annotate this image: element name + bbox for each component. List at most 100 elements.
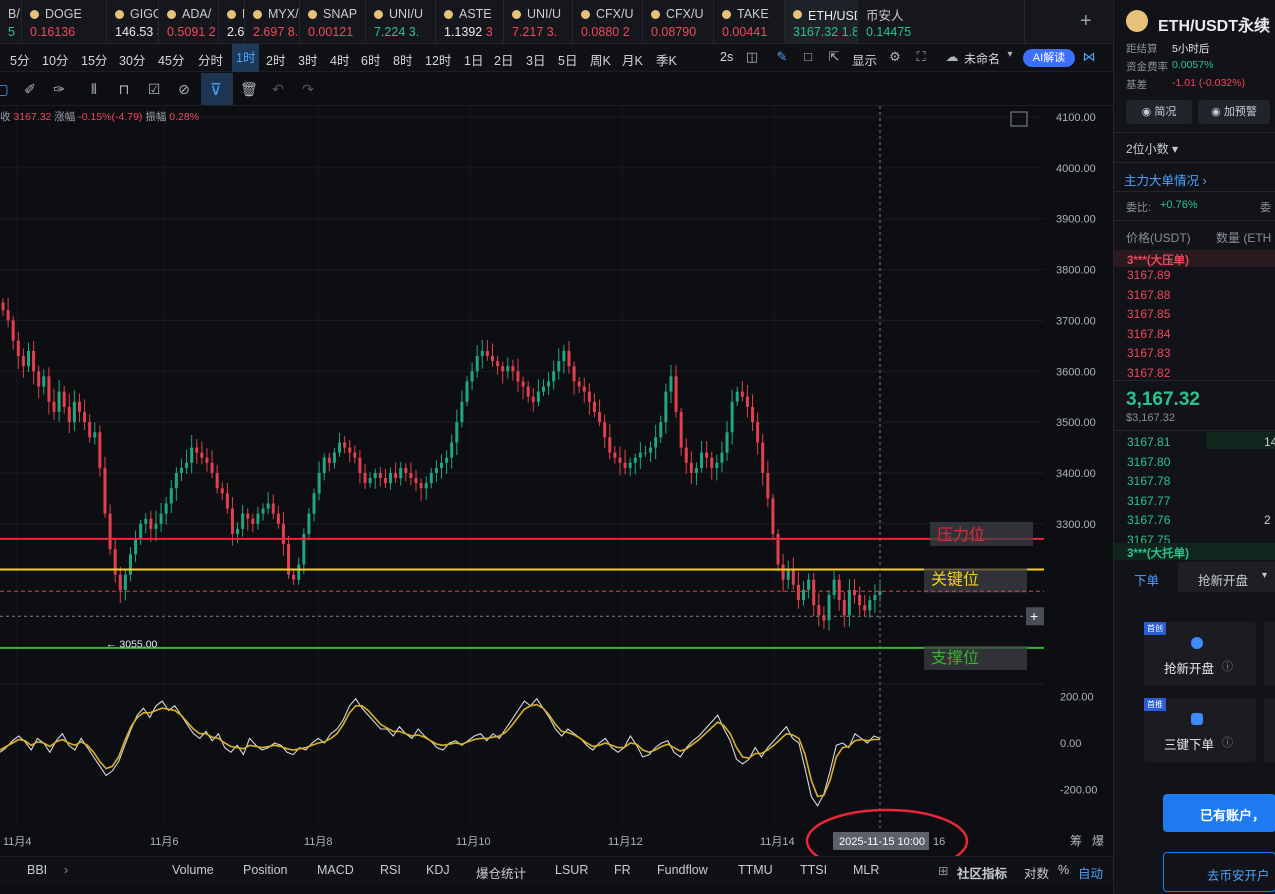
filter-button[interactable]: ⊽ [201,73,233,105]
candle-tool-icon[interactable]: ⫴ [91,81,97,97]
symbol-tab[interactable]: CFX/U 0.08790 [643,0,714,43]
symbol-tab[interactable]: ASTE 1.1392 3 [436,0,504,43]
indicator-tab-8[interactable]: FR [614,863,631,877]
indicator-tab-1[interactable]: Volume [172,863,214,877]
symbol-tab[interactable]: ADA/0.5091 2 [159,0,219,43]
big-orders-link[interactable]: 主力大单情况 › [1124,174,1207,188]
timeframe-14[interactable]: 2日 [494,54,514,68]
ask-price[interactable]: 3167.89 [1127,268,1171,282]
symbol-tab[interactable]: B/ 5 [0,0,22,43]
indicator-tab-12[interactable]: MLR [853,863,880,877]
symbol-tab[interactable]: ETH/USDT永续 3167.32 1.81% [785,0,858,43]
bid-price[interactable]: 3167.77 [1127,493,1171,508]
log-toggle[interactable]: 对数 [1024,867,1050,881]
timeframe-19[interactable]: 季K [656,54,677,68]
layout-name[interactable]: 未命名 [964,52,1001,66]
camera-icon[interactable]: ◫ [745,49,759,64]
timeframe-8[interactable]: 3时 [298,54,318,68]
crosshair-add-button[interactable] [1026,607,1044,626]
card-new-listing[interactable]: 首创 抢新开盘 ⓘ [1144,622,1256,686]
timeframe-9[interactable]: 4时 [330,54,350,68]
symbol-tab[interactable]: UNI/U 7.224 3. [366,0,436,43]
share-icon[interactable]: ⋈ [1082,49,1096,64]
auto-toggle[interactable]: 自动 [1078,867,1104,881]
timeframe-12[interactable]: 12时 [425,54,452,68]
timeframe-1[interactable]: 10分 [42,54,69,68]
symbol-tab[interactable]: TAKE 0.00441 [714,0,785,43]
bid-price[interactable]: 3167.76 [1127,513,1171,527]
indicator-tab-4[interactable]: RSI [380,863,401,877]
tab-order[interactable]: 下单 [1114,562,1178,592]
timeframe-3[interactable]: 30分 [119,54,146,68]
fullscreen-icon[interactable]: ⛶ [916,49,926,64]
indicator-tab-10[interactable]: TTMU [738,863,773,877]
symbol-tab[interactable]: MYX/U 2.68997 [219,0,245,43]
add-tab-icon[interactable]: + [1080,10,1092,32]
ask-price[interactable]: 3167.82 [1127,365,1171,380]
timeframe-10[interactable]: 6时 [361,54,381,68]
liq-toggle[interactable]: 爆 [1092,834,1104,848]
decimals-select[interactable]: 2位小数 ▾ [1126,142,1179,156]
undo-icon[interactable]: ↶ [272,81,284,97]
pen-icon[interactable]: ✎ [776,49,788,64]
symbol-tab[interactable]: UNI/U 7.217 3. [504,0,573,43]
timeframe-15[interactable]: 3日 [526,54,546,68]
price-chart[interactable]: 压力位3270.38关键位3210.17支撑位3055.953167.32+31… [0,106,1113,856]
timeframe-6[interactable]: 1时 [232,44,260,72]
symbol-tab[interactable]: SNAP 0.00121 [300,0,366,43]
indicator-tab-6[interactable]: 爆仓统计 [476,867,527,881]
timeframe-5[interactable]: 分时 [198,54,224,68]
cursor-icon[interactable]: ▢ [0,81,9,97]
grid-icon[interactable]: ⊞ [938,864,949,878]
timeframe-2[interactable]: 15分 [81,54,108,68]
note-icon[interactable]: ☑ [147,81,161,97]
open-account-button[interactable]: 去币安开户 [1163,852,1275,892]
expand-icon[interactable]: ⇱ [828,49,840,64]
symbol-tab[interactable]: MYX/2.697 8. [245,0,300,43]
bid-price[interactable]: 3167.78 [1127,474,1171,488]
redo-icon[interactable]: ↷ [302,81,314,97]
trash-icon[interactable]: 🗑 [240,81,258,97]
indicator-tab-0[interactable]: BBI [27,863,48,877]
percent-toggle[interactable]: % [1058,863,1070,877]
ask-price[interactable]: 3167.83 [1127,346,1171,360]
timeframe-11[interactable]: 8时 [393,54,413,68]
card-three-key[interactable]: 首推 三键下单 ⓘ [1144,698,1256,762]
symbol-tab[interactable]: DOGE 0.16136 [22,0,107,43]
bid-price[interactable]: 3167.80 [1127,454,1171,469]
add-alert-button[interactable]: ◉ 加预警 [1198,100,1270,124]
indicator-tab-9[interactable]: Fundflow [657,863,708,877]
timeframe-0[interactable]: 5分 [10,54,30,68]
lock-icon[interactable]: ⊓ [118,81,130,97]
settings-icon[interactable]: ⚙ [889,49,901,64]
refresh-interval[interactable]: 2s [720,50,734,64]
symbol-tab[interactable]: 币安人 0.14475 [858,0,1025,43]
timeframe-13[interactable]: 1日 [464,54,484,68]
symbol-tab[interactable]: CFX/U 0.0880 2 [573,0,643,43]
window-icon[interactable]: □ [804,49,812,64]
indicator-tab-3[interactable]: MACD [317,863,354,877]
indicator-tab-11[interactable]: TTSI [800,863,828,877]
magnet-icon[interactable]: ⊘ [178,81,190,97]
indicator-tab-2[interactable]: Position [243,863,288,877]
timeframe-16[interactable]: 5日 [558,54,578,68]
chart-fullscreen-icon[interactable] [1010,111,1028,127]
brush-icon[interactable]: ✐ [24,81,36,97]
cloud-icon[interactable]: ☁ [945,49,959,64]
chip-toggle[interactable]: 筹 [1070,834,1082,848]
display-menu[interactable]: 显示 [852,54,878,68]
eraser-icon[interactable]: ✑ [53,81,65,97]
community-indicators[interactable]: 社区指标 [957,867,1008,881]
chevron-right-icon[interactable]: › [64,863,69,877]
indicator-tab-7[interactable]: LSUR [555,863,589,877]
indicator-tab-5[interactable]: KDJ [426,863,450,877]
timeframe-7[interactable]: 2时 [266,54,286,68]
symbol-tab[interactable]: GIGG 146.53 3 [107,0,159,43]
ask-price[interactable]: 3167.88 [1127,287,1171,302]
bid-price[interactable]: 3167.81 [1127,435,1171,449]
ai-interpret-button[interactable]: AI解读 [1023,49,1075,67]
overview-button[interactable]: ◉ 简况 [1126,100,1192,124]
timeframe-4[interactable]: 45分 [158,54,185,68]
existing-account-button[interactable]: 已有账户， [1163,794,1275,832]
ask-price[interactable]: 3167.84 [1127,326,1171,341]
